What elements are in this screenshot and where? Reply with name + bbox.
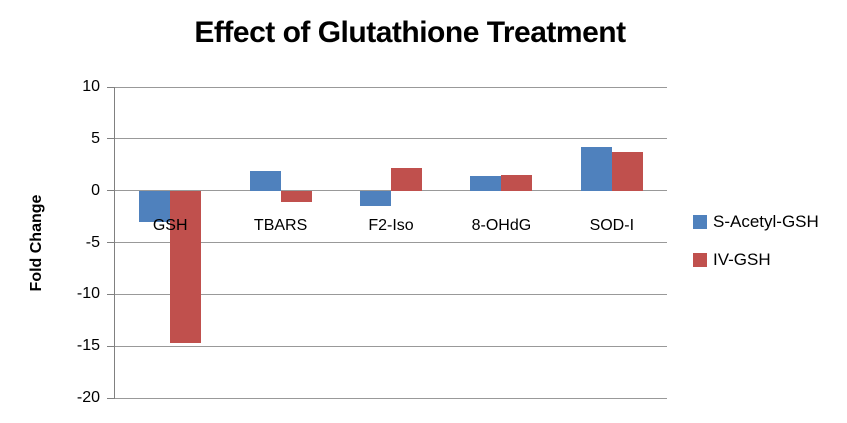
- gridline--5: [115, 242, 667, 243]
- bar-iv-gsh-f2-iso: [391, 167, 422, 191]
- bar-iv-gsh-sod-i: [611, 152, 643, 191]
- legend-swatch-blue-icon: [693, 215, 707, 229]
- y-tick-label--5: -5: [85, 233, 100, 251]
- bar-iv-gsh-8-ohdg: [501, 175, 533, 191]
- legend-label-s-acetyl-gsh: S-Acetyl-GSH: [713, 212, 819, 231]
- y-axis-line: [114, 87, 115, 399]
- legend-item-s-acetyl-gsh: S-Acetyl-GSH: [693, 212, 819, 232]
- legend: S-Acetyl-GSH IV-GSH: [693, 212, 819, 288]
- y-tick-label-0: 0: [91, 181, 100, 199]
- bar-iv-gsh-gsh: [170, 190, 202, 344]
- bar-s-acetyl-gsh-sod-i: [580, 147, 612, 191]
- bar-s-acetyl-gsh-8-ohdg: [470, 176, 502, 191]
- y-axis-tick-10: [107, 86, 115, 88]
- bar-s-acetyl-gsh-gsh: [139, 190, 171, 222]
- y-axis-tick--20: [107, 397, 115, 399]
- y-tick-label--15: -15: [76, 337, 100, 355]
- category-label-sod-i: SOD-I: [589, 217, 635, 234]
- legend-swatch-red-icon: [693, 253, 707, 267]
- gridline-10: [115, 86, 667, 88]
- legend-label-iv-gsh: IV-GSH: [713, 250, 771, 269]
- y-tick-label--10: -10: [76, 285, 100, 303]
- y-axis-tick--10: [107, 293, 115, 295]
- gridline-0: [115, 190, 667, 192]
- gridline--10: [115, 293, 667, 295]
- chart-title: Effect of Glutathione Treatment: [194, 16, 626, 49]
- y-tick-label--20: -20: [76, 389, 100, 406]
- y-tick-label-5: 5: [91, 129, 100, 147]
- y-axis-tick-0: [107, 190, 115, 192]
- category-label-8-ohdg: 8-OHdG: [471, 217, 532, 234]
- bar-s-acetyl-gsh-f2-iso: [360, 190, 391, 207]
- bar-s-acetyl-gsh-tbars: [249, 170, 281, 191]
- gridline--15: [115, 345, 667, 347]
- bar-iv-gsh-tbars: [280, 190, 312, 203]
- y-axis-tick--5: [107, 242, 115, 243]
- gridline--20: [115, 397, 667, 399]
- category-label-f2-iso: F2-Iso: [368, 217, 414, 234]
- y-axis-tick-5: [107, 138, 115, 140]
- legend-item-iv-gsh: IV-GSH: [693, 250, 819, 270]
- y-tick-label-10: 10: [82, 78, 100, 95]
- y-axis-tick--15: [107, 345, 115, 347]
- gridline-5: [115, 138, 667, 140]
- category-label-gsh: GSH: [152, 217, 188, 234]
- category-label-tbars: TBARS: [253, 217, 308, 234]
